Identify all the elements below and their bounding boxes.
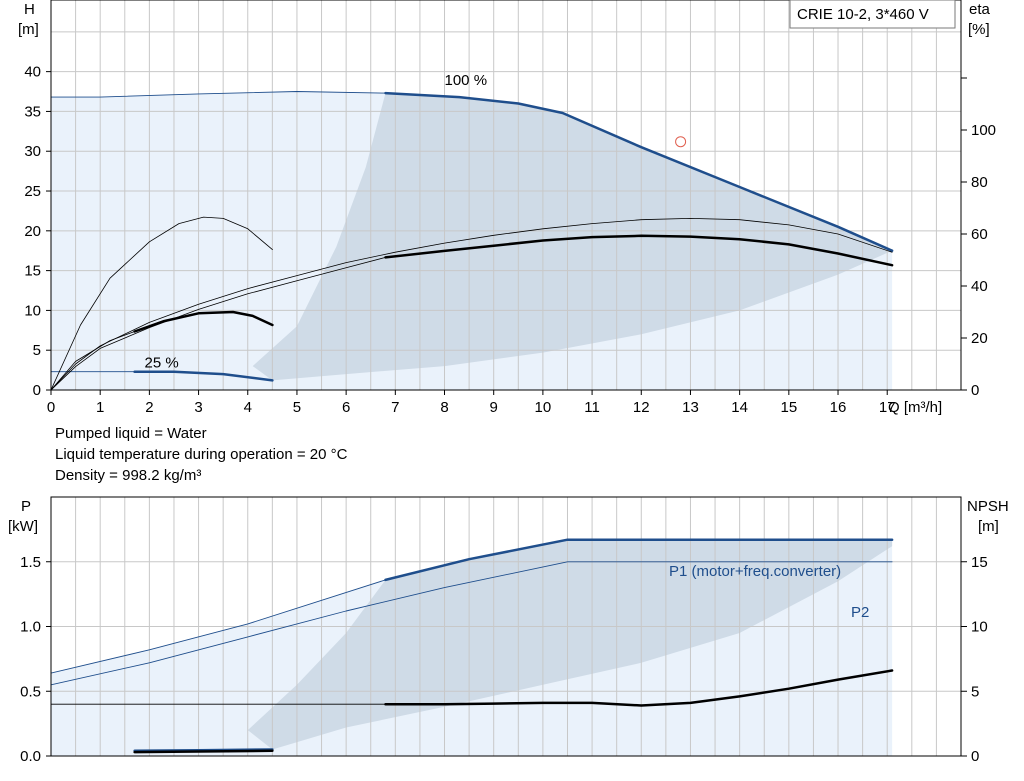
bottom-y-axis-label-unit: [kW] [8,518,38,535]
top-y2-axis-label-unit: [%] [968,21,990,38]
x-tick-label: 10 [535,399,552,416]
x-tick-label: 17 [879,399,896,416]
curve-thin-black [51,216,273,390]
legend-p1: P1 (motor+freq.converter) [669,563,841,580]
bottom-y2-axis-label-npsh: NPSH [967,498,1009,515]
bottom-y-axis-label-p: P [21,498,31,515]
power-npsh-chart: 0.0 0.5 1.0 1.5 0 5 10 15 P [kW] NPSH [m] P1 (m… [8,496,1009,765]
x-tick-label: 16 [830,399,847,416]
bottom-dark-range-area [247,539,893,750]
operating-range-area [51,91,893,390]
curve-thick-black [133,749,274,754]
x-tick-label: 9 [490,399,498,416]
y-tick-label: 5 [33,342,41,359]
legend-p2: P2 [851,604,869,621]
y-tick-label: 0.5 [20,683,41,700]
x-tick-label: 15 [780,399,797,416]
pump-title: CRIE 10-2, 3*460 V [797,6,929,23]
curve-thick-black [384,234,894,267]
y2-tick-label: 100 [971,122,996,139]
y2-tick-label: 10 [971,619,988,636]
y2-tick-label: 20 [971,330,988,347]
y2-tick-label: 40 [971,278,988,295]
duty-point-marker [675,136,687,148]
x-tick-label: 0 [47,399,55,416]
annotation-100-percent: 100 % [445,72,488,89]
y2-tick-label: 15 [971,554,988,571]
bottom-y2-axis-label-unit: [m] [978,518,999,535]
curve-p2 [51,561,893,686]
x-axis-label: Q [m³/h] [888,399,942,416]
top-grid [51,0,961,390]
x-tick-label: 14 [731,399,748,416]
y-tick-label: 0.0 [20,748,41,765]
y-tick-label: 1.5 [20,554,41,571]
y-tick-label: 30 [24,143,41,160]
curve-thin-black [51,218,893,390]
x-tick-label: 7 [391,399,399,416]
curve-thick-black [384,669,894,707]
x-tick-label: 3 [194,399,202,416]
x-tick-label: 5 [293,399,301,416]
x-tick-label: 13 [682,399,699,416]
top-y2-axis-label-eta: eta [969,1,991,18]
y2-tick-label: 0 [971,382,979,399]
y-tick-label: 25 [24,183,41,200]
x-tick-label: 8 [440,399,448,416]
y-tick-label: 40 [24,64,41,81]
x-tick-label: 2 [145,399,153,416]
curve-thin-blue [51,579,386,674]
liquid-temperature-line: Liquid temperature during operation = 20… [55,446,348,463]
y2-tick-label: 5 [971,683,979,700]
y-tick-label: 15 [24,263,41,280]
x-tick-label: 4 [244,399,252,416]
x-tick-label: 1 [96,399,104,416]
y2-tick-label: 60 [971,226,988,243]
curve-thick-blue [133,370,274,382]
y-tick-label: 0 [33,382,41,399]
top-curves [51,91,894,390]
curve-thick-blue [133,748,274,753]
density-line: Density = 998.2 kg/m³ [55,467,202,484]
y2-tick-label: 80 [971,174,988,191]
curve-thin-black [51,331,135,390]
curve-thick-blue [384,91,894,252]
bottom-axis-ticks: 0.0 0.5 1.0 1.5 0 5 10 15 [20,554,988,765]
x-tick-label: 12 [633,399,650,416]
annotation-25-percent: 25 % [145,355,179,372]
dark-range-area [252,93,893,381]
x-tick-label: 11 [584,399,600,416]
y-tick-label: 1.0 [20,619,41,636]
y-tick-label: 35 [24,103,41,120]
curve-thin-black [51,257,386,390]
curve-thick-black [133,310,274,333]
top-plot-frame [50,0,962,391]
x-tick-label: 6 [342,399,350,416]
curve-thin-blue [51,91,386,98]
bottom-range-area [51,539,893,756]
top-y-axis-label-unit: [m] [18,21,39,38]
top-y-axis-label-h: H [24,1,35,18]
y-tick-label: 20 [24,223,41,240]
bottom-curves [51,538,894,754]
y-tick-label: 10 [24,302,41,319]
curve-p1-motor-freq-converter- [384,538,894,582]
pump-title-box [789,0,956,29]
pumped-liquid-line: Pumped liquid = Water [55,425,207,442]
y2-tick-label: 0 [971,748,979,765]
